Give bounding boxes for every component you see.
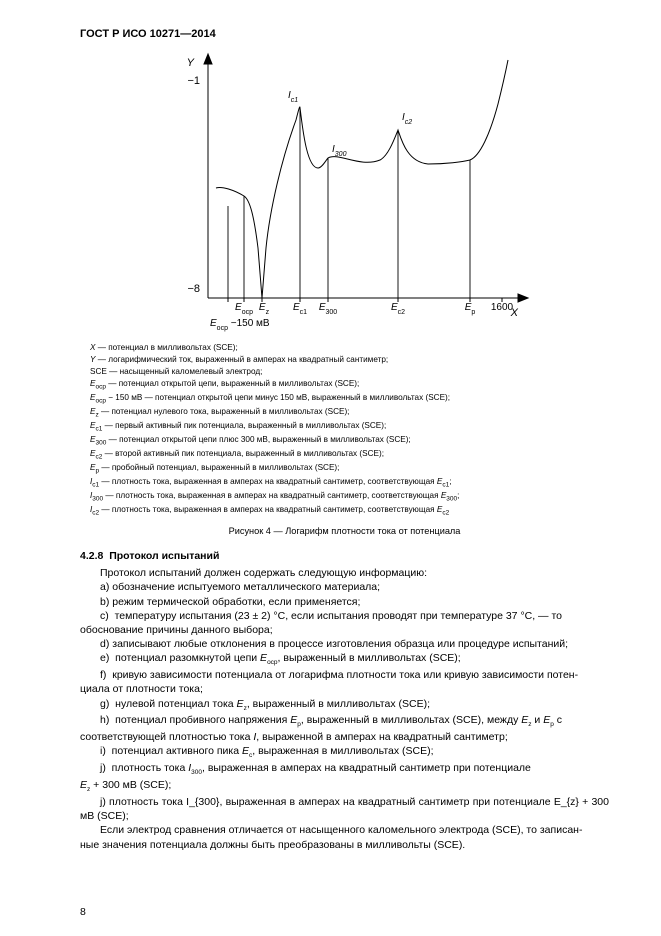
- xt-eocp: Eocp: [235, 302, 253, 316]
- legend-row: I300 — плотность тока, выраженная в ампе…: [90, 490, 609, 504]
- chart-container: −1 −8 Y X: [80, 48, 609, 338]
- para: h) потенциал пробивного напряжения Ep, в…: [80, 713, 609, 730]
- para: j) плотность тока I_{300}, выраженная в …: [80, 795, 609, 823]
- legend-row: Eocp − 150 мВ — потенциал открытой цепи …: [90, 392, 609, 406]
- para: f) кривую зависимости потенциала от лога…: [80, 668, 609, 682]
- legend-row: Ic1 — плотность тока, выраженная в ампер…: [90, 476, 609, 490]
- para: i) потенциал активного пика Ec, выраженн…: [80, 744, 609, 761]
- xt-ez: Ez: [258, 302, 269, 316]
- label-ic1: Ic1: [288, 90, 298, 104]
- legend-row: X — потенциал в милливольтах (SCE);: [90, 342, 609, 354]
- para: c) температуру испытания (23 ± 2) °C, ес…: [80, 609, 609, 623]
- legend-row: Y — логарифмический ток, выраженный в ам…: [90, 354, 609, 366]
- legend-block: X — потенциал в милливольтах (SCE); Y — …: [90, 342, 609, 518]
- legend-row: Ec2 — второй активный пик потенциала, вы…: [90, 448, 609, 462]
- y-tick-bottom: −8: [187, 283, 200, 295]
- para: ные значения потенциала должны быть прео…: [80, 838, 609, 852]
- y-axis-label: Y: [186, 57, 194, 69]
- figure-caption: Рисунок 4 — Логарифм плотности тока от п…: [80, 526, 609, 536]
- para: обоснование причины данного выбора;: [80, 623, 609, 637]
- para: j) плотность тока I300, выраженная в амп…: [80, 761, 609, 778]
- para: d) записывают любые отклонения в процесс…: [80, 637, 609, 651]
- legend-row: Ic2 — плотность тока, выраженная в ампер…: [90, 504, 609, 518]
- para: b) режим термической обработки, если при…: [80, 595, 609, 609]
- para: циала от плотности тока;: [80, 682, 609, 696]
- para: e) потенциал разомкнутой цепи Eocp, выра…: [80, 651, 609, 668]
- body-text: Протокол испытаний должен содержать след…: [80, 566, 609, 851]
- section-title: 4.2.8 Протокол испытаний: [80, 550, 609, 562]
- label-i300: I300: [332, 144, 347, 158]
- page-number: 8: [80, 906, 86, 918]
- para: Протокол испытаний должен содержать след…: [80, 566, 609, 580]
- page-container: ГОСТ Р ИСО 10271—2014 −1 −8 Y X: [0, 0, 661, 936]
- para: a) обозначение испытуемого металлическог…: [80, 580, 609, 594]
- para: соответствующей плотностью тока I, выраж…: [80, 730, 609, 744]
- xt-e300: E300: [318, 302, 336, 316]
- document-header: ГОСТ Р ИСО 10271—2014: [80, 28, 609, 40]
- legend-row: Ec1 — первый активный пик потенциала, вы…: [90, 420, 609, 434]
- legend-row: Eocp — потенциал открытой цепи, выраженн…: [90, 378, 609, 392]
- xt-eocp-150: Eocp −150 мВ: [210, 318, 270, 332]
- xt-ep: Ep: [464, 302, 475, 316]
- label-ic2: Ic2: [402, 112, 412, 126]
- xt-ec1: Ec1: [292, 302, 306, 316]
- legend-row: E300 — потенциал открытой цепи плюс 300 …: [90, 434, 609, 448]
- xt-1600: 1600: [490, 302, 513, 313]
- para: Если электрод сравнения отличается от на…: [80, 823, 609, 837]
- xt-ec2: Ec2: [390, 302, 404, 316]
- para: g) нулевой потенциал тока Ez, выраженный…: [80, 697, 609, 714]
- legend-row: SCE — насыщенный каломелевый электрод;: [90, 366, 609, 378]
- legend-row: Ep — пробойный потенциал, выраженный в м…: [90, 462, 609, 476]
- polarization-chart: −1 −8 Y X: [150, 48, 540, 338]
- para: Ez + 300 мВ (SCE);: [80, 778, 609, 795]
- y-tick-top: −1: [187, 75, 200, 87]
- legend-row: Ez — потенциал нулевого тока, выраженный…: [90, 406, 609, 420]
